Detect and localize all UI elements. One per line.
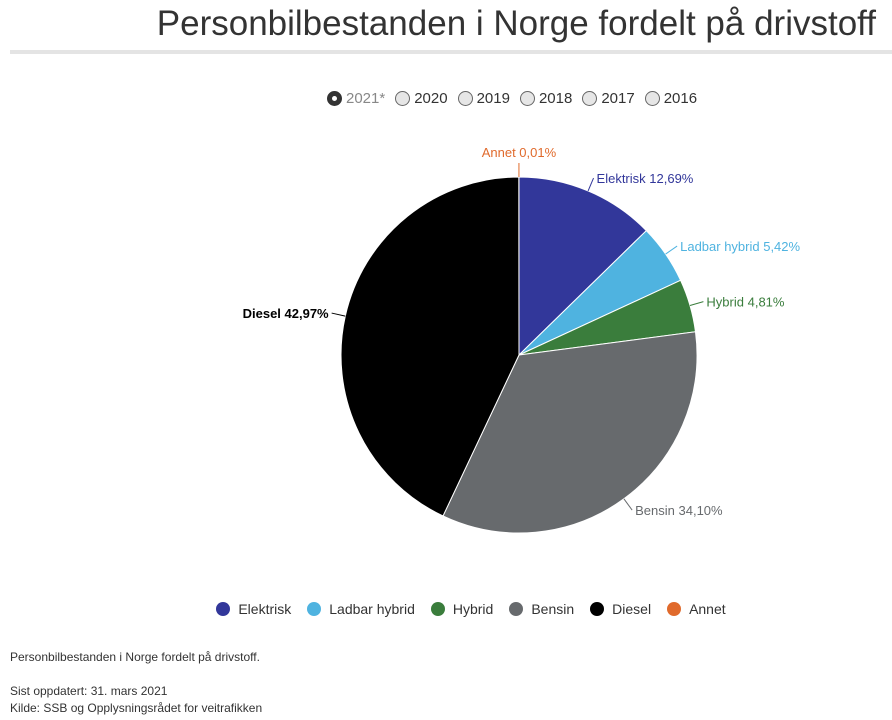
radio-icon[interactable]: [327, 91, 342, 106]
legend-item[interactable]: Ladbar hybrid: [307, 601, 415, 617]
pie-slice-elektrisk[interactable]: [518, 176, 648, 357]
radio-icon[interactable]: [519, 91, 535, 106]
year-label: 2019: [476, 90, 510, 107]
year-option-2016[interactable]: 2016: [644, 90, 698, 107]
legend-item[interactable]: Annet: [667, 601, 726, 617]
label-connector: [587, 177, 594, 192]
data-label: Ladbar hybrid 5,42%: [680, 239, 800, 254]
data-label: Bensin 34,10%: [635, 503, 723, 518]
footer-source: Kilde: SSB og Opplysningsrådet for veitr…: [10, 701, 263, 715]
legend-label: Elektrisk: [238, 601, 292, 617]
data-label: Hybrid 4,81%: [706, 295, 784, 310]
label-connector: [623, 498, 633, 511]
legend-label: Ladbar hybrid: [329, 601, 415, 617]
footer-updated: Sist oppdatert: 31. mars 2021: [10, 684, 168, 698]
radio-icon[interactable]: [395, 91, 411, 106]
data-label: Elektrisk 12,69%: [597, 171, 694, 186]
legend-dot-icon: [307, 602, 322, 616]
legend-item[interactable]: Diesel: [590, 601, 651, 617]
legend-label: Hybrid: [452, 601, 494, 617]
legend-item[interactable]: Elektrisk: [216, 601, 291, 617]
year-label: 2020: [414, 90, 448, 107]
legend: Elektrisk Ladbar hybrid Hybrid Bensin Diesel…: [0, 601, 892, 617]
footer-description: Personbilbestanden i Norge fordelt på dr…: [10, 650, 260, 664]
data-label: Diesel 42,97%: [243, 306, 329, 321]
radio-icon[interactable]: [644, 91, 660, 106]
legend-label: Bensin: [531, 601, 575, 617]
pie-chart: Elektrisk 12,69% Ladbar hybrid 5,42% Hybri…: [243, 145, 801, 534]
legend-dot-icon: [216, 602, 231, 616]
title-divider: [10, 50, 892, 54]
year-option-2019[interactable]: 2019: [457, 90, 510, 107]
year-option-2018[interactable]: 2018: [519, 90, 573, 107]
legend-dot-icon: [667, 602, 682, 616]
legend-item[interactable]: Hybrid: [430, 601, 494, 617]
legend-item[interactable]: Bensin: [509, 601, 574, 617]
year-label: 2021*: [346, 90, 386, 107]
year-selector: 2021* 2020 2019 2018 2017 2016: [327, 90, 697, 107]
label-connector: [331, 312, 346, 317]
legend-dot-icon: [430, 602, 445, 616]
data-label: Annet 0,01%: [482, 145, 557, 160]
chart-title: Personbilbestanden i Norge fordelt på dr…: [156, 4, 876, 43]
legend-label: Diesel: [612, 601, 652, 617]
year-label: 2016: [663, 90, 698, 107]
legend-label: Annet: [689, 601, 726, 617]
year-option-2021[interactable]: 2021*: [327, 90, 385, 107]
year-label: 2018: [538, 90, 573, 107]
year-label: 2017: [601, 90, 635, 107]
radio-icon[interactable]: [457, 91, 473, 106]
legend-dot-icon: [590, 602, 605, 616]
radio-icon[interactable]: [582, 91, 598, 106]
label-connector: [665, 245, 678, 255]
label-connector: [689, 301, 704, 306]
year-option-2020[interactable]: 2020: [395, 90, 448, 107]
legend-dot-icon: [509, 602, 524, 616]
year-option-2017[interactable]: 2017: [582, 90, 635, 107]
